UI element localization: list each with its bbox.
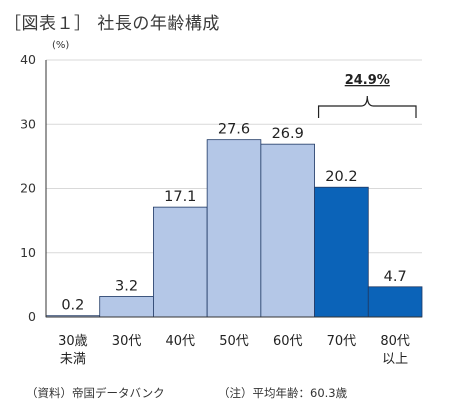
bar <box>99 296 154 318</box>
y-tick-label: 0 <box>28 309 36 324</box>
x-tick-label: 30代 <box>112 334 142 349</box>
source-note: （資料）帝国データバンク <box>26 386 165 400</box>
y-tick-label: 20 <box>20 181 36 196</box>
chart-title: ［図表１］ 社長の年齢構成 <box>4 14 220 34</box>
x-tick-label: 以上 <box>382 352 408 367</box>
bar <box>153 206 208 318</box>
x-tick-label: 未満 <box>60 352 86 367</box>
data-label: 4.7 <box>384 269 407 285</box>
average-age-note: （注）平均年齢：60.3歳 <box>218 386 348 400</box>
data-label: 17.1 <box>164 189 196 205</box>
x-tick-label: 30歳 <box>58 334 88 349</box>
x-tick-label: 50代 <box>219 334 249 349</box>
annotation-bracket <box>317 95 417 118</box>
y-tick-label: 10 <box>20 245 36 260</box>
y-tick-label: 40 <box>20 52 36 67</box>
data-label: 20.2 <box>325 169 357 185</box>
y-unit-label: (%) <box>52 40 69 51</box>
bar <box>367 286 423 318</box>
bar <box>260 143 315 318</box>
data-label: 0.2 <box>61 298 84 314</box>
annotation-total-label: 24.9% <box>345 73 390 88</box>
x-tick-label: 70代 <box>327 334 357 349</box>
x-tick-label: 40代 <box>166 334 196 349</box>
data-label: 3.2 <box>115 278 138 294</box>
data-label: 27.6 <box>218 122 250 138</box>
bar <box>206 139 262 318</box>
y-tick-label: 30 <box>20 116 36 131</box>
bar <box>314 186 369 318</box>
x-tick-label: 60代 <box>273 334 303 349</box>
x-tick-label: 80代 <box>380 334 410 349</box>
data-label: 26.9 <box>272 126 304 142</box>
